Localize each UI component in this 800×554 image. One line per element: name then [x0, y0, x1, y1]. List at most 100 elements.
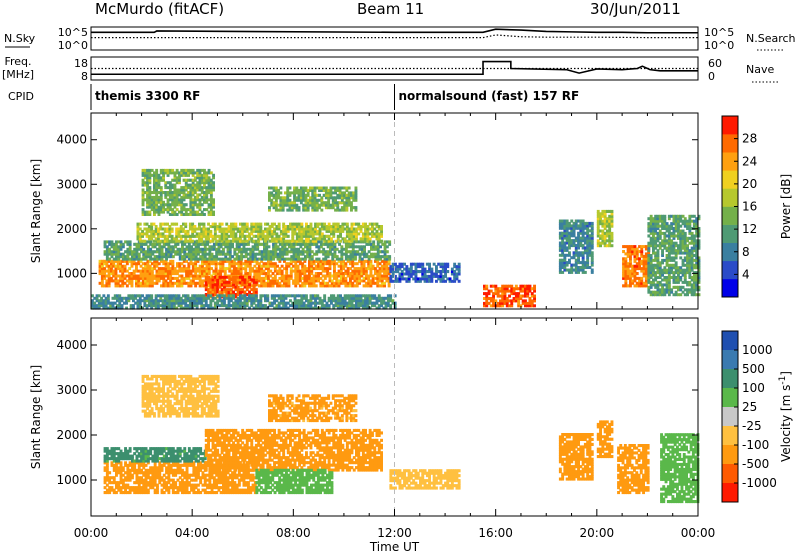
power-cell [347, 193, 351, 197]
power-cell [656, 258, 660, 262]
power-cell [194, 272, 198, 276]
power-cell [153, 257, 157, 261]
power-cell [665, 229, 669, 233]
power-cell [275, 227, 279, 231]
power-cell [577, 246, 580, 250]
power-cell [281, 208, 285, 212]
power-cell [205, 264, 209, 268]
power-cell [334, 186, 337, 190]
power-cell [574, 270, 578, 274]
power-cell [308, 281, 311, 285]
power-cell [120, 304, 124, 308]
power-cell [226, 245, 230, 249]
power-cell [223, 283, 226, 287]
power-cell [590, 270, 594, 274]
power-cell [558, 224, 562, 228]
power-cell [254, 288, 258, 292]
power-cell [658, 241, 662, 245]
power-cell [586, 258, 590, 262]
power-cell [100, 259, 104, 263]
power-cell [247, 252, 250, 256]
power-cell [114, 272, 118, 276]
power-cell [697, 263, 701, 267]
power-cell [686, 246, 689, 250]
power-cell [219, 242, 223, 246]
power-region-12 [91, 294, 397, 310]
power-cell [385, 264, 389, 268]
power-cell [276, 279, 279, 283]
power-cell [336, 225, 340, 229]
power-cell [371, 279, 375, 283]
power-cell [279, 237, 283, 241]
power-cell [268, 206, 271, 210]
power-cell [130, 276, 134, 280]
power-cell [203, 183, 206, 187]
power-cell [144, 255, 148, 259]
power-cell [276, 264, 279, 268]
power-cell [661, 261, 664, 265]
power-cell [378, 272, 382, 276]
power-cell [692, 266, 696, 270]
power-cell [171, 186, 175, 190]
power-cell [232, 227, 235, 231]
power-cell [590, 229, 594, 233]
power-cell [148, 205, 152, 209]
power-cell [665, 285, 669, 289]
power-cell [340, 247, 344, 251]
power-cell [319, 245, 323, 249]
power-cell [141, 168, 145, 172]
power-cell [155, 186, 159, 190]
power-cell [168, 205, 172, 209]
power-cell [166, 276, 170, 280]
power-cell [663, 288, 667, 292]
power-cell [385, 240, 389, 244]
power-cell [332, 227, 336, 231]
power-cell [236, 285, 240, 289]
power-cell [319, 262, 323, 266]
power-cell [280, 276, 284, 280]
power-cell [339, 281, 343, 285]
power-cell [656, 217, 660, 221]
power-cell [528, 301, 532, 305]
power-cell [677, 266, 680, 270]
power-cell [394, 262, 397, 266]
power-cell [407, 270, 411, 274]
power-cell [219, 269, 223, 273]
power-cell [345, 222, 349, 226]
power-cell [652, 251, 655, 255]
power-cell [521, 294, 525, 298]
power-cell [279, 206, 283, 210]
power-cell [379, 257, 382, 261]
power-cell [218, 275, 222, 279]
power-cell [387, 269, 391, 273]
power-cell [432, 262, 436, 266]
power-cell [245, 293, 249, 297]
power-cell [162, 210, 165, 214]
power-cell [173, 183, 177, 187]
power-cell [266, 237, 270, 241]
power-cell [181, 257, 184, 261]
power-cell [185, 247, 189, 251]
power-cell [514, 287, 518, 291]
power-cell [586, 248, 590, 252]
power-cell [250, 232, 254, 236]
power-cell [517, 301, 521, 305]
power-cell [184, 225, 188, 229]
power-cell [273, 262, 277, 266]
power-cell [695, 285, 699, 289]
power-cell [348, 229, 352, 233]
power-cell [140, 257, 143, 261]
power-cell [294, 269, 298, 273]
power-cell [695, 246, 699, 250]
power-cell [661, 268, 664, 272]
power-cell [159, 168, 163, 172]
power-cell [679, 268, 683, 272]
power-cell [407, 274, 411, 278]
power-cell [150, 299, 154, 303]
power-cell [155, 188, 159, 192]
power-cell [194, 267, 198, 271]
power-cell [561, 239, 565, 243]
power-cell [293, 196, 296, 200]
power-cell [654, 266, 658, 270]
power-cell [647, 241, 651, 245]
